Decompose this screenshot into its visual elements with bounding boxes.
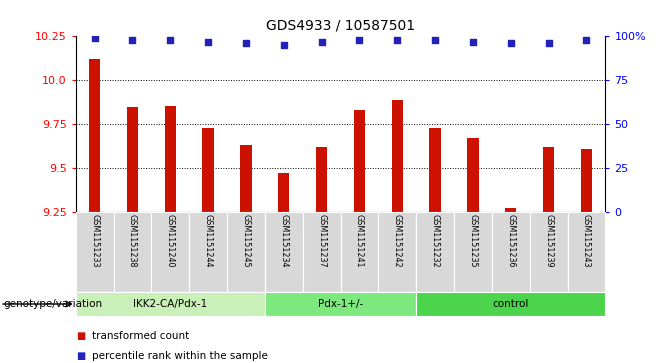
Bar <box>265 292 417 316</box>
Text: ■: ■ <box>76 351 85 361</box>
Bar <box>354 110 365 212</box>
Point <box>468 39 478 45</box>
Text: GSM1151236: GSM1151236 <box>506 214 515 268</box>
Bar <box>492 212 530 292</box>
Text: GSM1151238: GSM1151238 <box>128 214 137 268</box>
Bar <box>203 128 214 212</box>
Bar <box>164 106 176 212</box>
Bar <box>505 208 517 212</box>
Bar <box>151 212 190 292</box>
Bar <box>227 212 265 292</box>
Bar <box>392 100 403 212</box>
Bar <box>567 212 605 292</box>
Text: ■: ■ <box>76 331 85 341</box>
Bar <box>127 107 138 212</box>
Point <box>278 42 289 48</box>
Bar <box>430 128 441 212</box>
Point <box>392 37 403 43</box>
Bar <box>454 212 492 292</box>
Bar <box>76 292 265 316</box>
Point <box>354 37 365 43</box>
Point <box>544 40 554 46</box>
Bar <box>530 212 568 292</box>
Bar <box>417 212 454 292</box>
Text: GSM1151242: GSM1151242 <box>393 214 402 268</box>
Bar <box>341 212 378 292</box>
Title: GDS4933 / 10587501: GDS4933 / 10587501 <box>266 19 415 32</box>
Point <box>89 35 100 41</box>
Bar <box>240 146 251 212</box>
Text: GSM1151233: GSM1151233 <box>90 214 99 268</box>
Bar <box>316 147 327 212</box>
Text: percentile rank within the sample: percentile rank within the sample <box>92 351 268 361</box>
Text: Pdx-1+/-: Pdx-1+/- <box>318 299 363 309</box>
Bar <box>417 292 605 316</box>
Bar <box>543 147 554 212</box>
Point <box>165 37 176 43</box>
Bar <box>76 212 113 292</box>
Text: GSM1151235: GSM1151235 <box>468 214 478 268</box>
Text: GSM1151241: GSM1151241 <box>355 214 364 268</box>
Point <box>316 39 327 45</box>
Point <box>430 37 440 43</box>
Bar <box>467 138 478 212</box>
Bar <box>378 212 416 292</box>
Text: control: control <box>493 299 529 309</box>
Bar <box>89 59 100 212</box>
Bar <box>190 212 227 292</box>
Text: GSM1151240: GSM1151240 <box>166 214 175 268</box>
Bar <box>114 212 151 292</box>
Text: GSM1151244: GSM1151244 <box>203 214 213 268</box>
Text: genotype/variation: genotype/variation <box>3 299 103 309</box>
Point <box>505 40 516 46</box>
Bar <box>581 149 592 212</box>
Point <box>581 37 592 43</box>
Text: GSM1151243: GSM1151243 <box>582 214 591 268</box>
Point <box>241 40 251 46</box>
Text: GSM1151234: GSM1151234 <box>279 214 288 268</box>
Text: GSM1151237: GSM1151237 <box>317 214 326 268</box>
Bar <box>303 212 341 292</box>
Point <box>127 37 138 43</box>
Text: transformed count: transformed count <box>92 331 190 341</box>
Text: GSM1151245: GSM1151245 <box>241 214 251 268</box>
Bar <box>265 212 303 292</box>
Text: GSM1151232: GSM1151232 <box>430 214 440 268</box>
Text: IKK2-CA/Pdx-1: IKK2-CA/Pdx-1 <box>133 299 207 309</box>
Point <box>203 39 213 45</box>
Bar <box>278 173 290 212</box>
Text: GSM1151239: GSM1151239 <box>544 214 553 268</box>
